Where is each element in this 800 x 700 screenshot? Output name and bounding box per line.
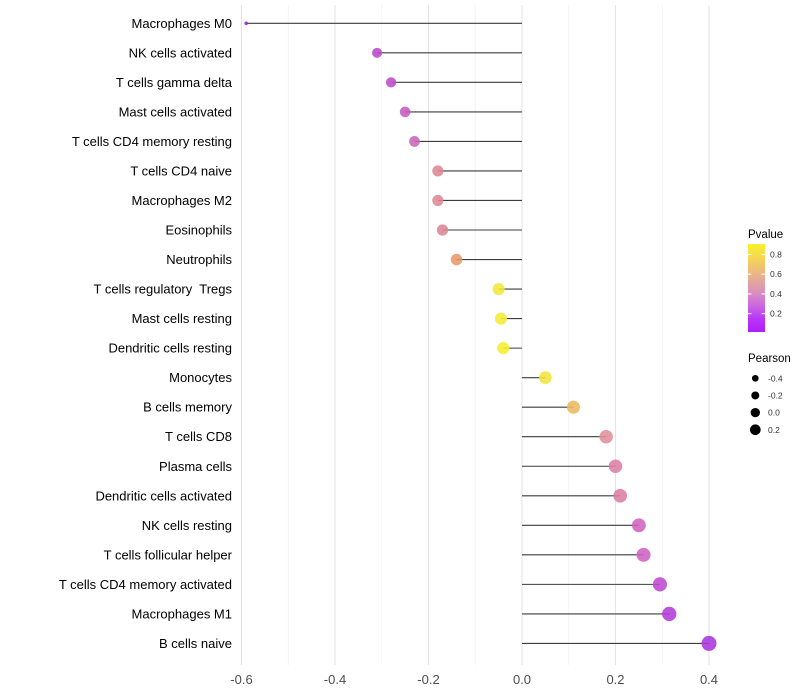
- dot: [613, 488, 628, 503]
- dot: [636, 547, 651, 562]
- dot: [432, 194, 444, 207]
- dot: [450, 253, 463, 266]
- y-axis-label: T cells CD4 memory resting: [72, 134, 232, 149]
- pearson-size-legend-items: -0.4 -0.2 0.0 0.2: [749, 373, 783, 436]
- x-tick-label: 0.0: [513, 672, 531, 687]
- dot: [436, 224, 449, 236]
- pearson-legend-title: Pearson: [748, 353, 791, 365]
- y-axis-label: Neutrophils: [166, 252, 232, 267]
- dot: [566, 400, 580, 414]
- pearson-legend-label: 0.0: [768, 408, 780, 418]
- pvalue-tick-label: 0.4: [770, 289, 782, 299]
- dot: [399, 106, 411, 118]
- y-axis-label: Mast cells activated: [119, 104, 232, 119]
- dot: [244, 21, 248, 26]
- pearson-legend-dot: [750, 407, 760, 418]
- panel-gridlines: [240, 5, 710, 665]
- dot: [701, 635, 717, 651]
- pearson-legend-dot: [751, 391, 760, 400]
- y-axis-label: Dendritic cells resting: [108, 341, 232, 356]
- dot: [494, 312, 508, 325]
- y-axis-label: NK cells resting: [142, 518, 232, 533]
- dot: [497, 342, 510, 355]
- y-axis-label: Macrophages M1: [132, 606, 232, 621]
- x-tick-label: -0.4: [324, 672, 346, 687]
- dot: [652, 577, 668, 592]
- x-tick-label: -0.2: [417, 672, 439, 687]
- y-axis-label: Macrophages M2: [132, 193, 232, 208]
- y-axis-label: Mast cells resting: [132, 311, 232, 326]
- y-axis-label: T cells CD4 naive: [130, 163, 232, 178]
- pvalue-colorbar-ticks: [748, 253, 765, 315]
- y-axis-label: T cells gamma delta: [116, 75, 233, 90]
- y-axis-label: Dendritic cells activated: [95, 488, 232, 503]
- y-axis-label: Monocytes: [169, 370, 232, 385]
- y-axis-label: B cells naive: [159, 636, 232, 651]
- pvalue-tick-label: 0.6: [770, 269, 782, 279]
- pearson-legend-label: 0.2: [768, 425, 780, 435]
- dot: [599, 429, 613, 444]
- y-axis-label: T cells regulatory Tregs: [94, 282, 233, 297]
- y-axis-label: T cells follicular helper: [104, 547, 233, 562]
- y-axis-label: Plasma cells: [159, 459, 232, 474]
- pvalue-colorbar: [748, 244, 765, 332]
- dot: [539, 371, 552, 385]
- dot: [492, 283, 505, 296]
- y-axis-label: T cells CD8: [165, 429, 232, 444]
- x-tick-label: -0.6: [230, 672, 252, 687]
- dot: [432, 165, 444, 177]
- legend: Pvalue 0.8 0.6 0.4 0.2 Pearson -0.4 -0.2 0.0 0…: [748, 229, 791, 436]
- pearson-legend-dot: [749, 424, 761, 436]
- y-axis-label: Macrophages M0: [132, 16, 232, 31]
- dot: [385, 77, 397, 88]
- dot: [372, 47, 383, 58]
- pearson-legend-label: -0.4: [768, 373, 783, 383]
- pvalue-tick-labels: 0.8 0.6 0.4 0.2: [770, 250, 782, 319]
- dot: [662, 606, 677, 622]
- pearson-legend-dot: [751, 374, 759, 382]
- pvalue-tick-label: 0.2: [770, 309, 782, 319]
- y-axis-labels: Macrophages M0 NK cells activated T cells …: [59, 16, 233, 651]
- dot: [409, 136, 420, 147]
- pearson-legend-label: -0.2: [768, 390, 783, 400]
- dot: [631, 518, 646, 533]
- y-axis-label: B cells memory: [143, 400, 232, 415]
- pvalue-legend-title: Pvalue: [748, 229, 783, 241]
- dot: [608, 459, 623, 474]
- x-tick-label: 0.4: [700, 672, 718, 687]
- y-axis-label: Eosinophils: [166, 223, 233, 238]
- x-tick-label: 0.2: [606, 672, 624, 687]
- y-axis-label: T cells CD4 memory activated: [59, 577, 232, 592]
- y-axis-label: NK cells activated: [129, 45, 232, 60]
- pvalue-tick-label: 0.8: [770, 250, 782, 260]
- x-axis-tick-labels: -0.6 -0.4 -0.2 0.0 0.2 0.4: [230, 672, 718, 687]
- lollipop-dots: [244, 21, 717, 651]
